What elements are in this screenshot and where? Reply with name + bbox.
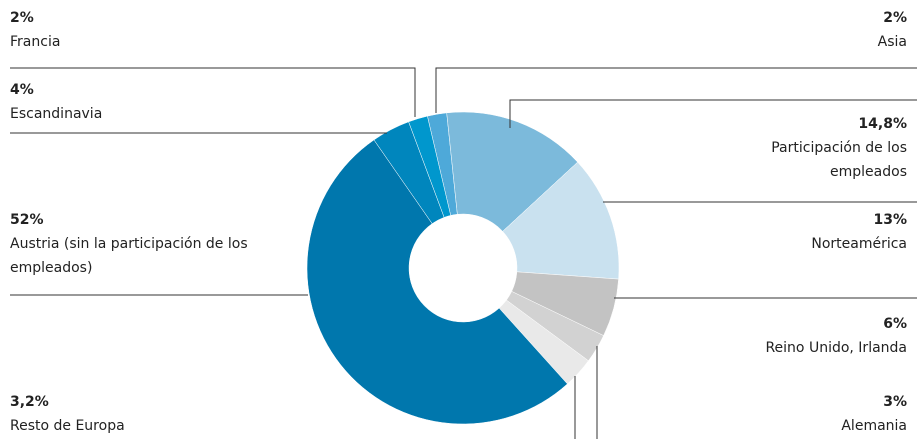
slice-label: 14,8% Participación de los empleados bbox=[757, 112, 907, 184]
category-label: Participación de los empleados bbox=[771, 140, 907, 180]
slice-label: 3,2% Resto de Europa bbox=[10, 390, 125, 438]
value-label: 2% bbox=[883, 10, 907, 26]
category-label: Reino Unido, Irlanda bbox=[765, 340, 907, 356]
value-label: 3,2% bbox=[10, 394, 49, 410]
category-label: Escandinavia bbox=[10, 106, 103, 122]
leader-line bbox=[509, 99, 917, 128]
donut-slice bbox=[306, 139, 568, 425]
slice-label: 2% Asia bbox=[878, 6, 907, 54]
value-label: 52% bbox=[10, 212, 44, 228]
slice-label: 2% Francia bbox=[10, 6, 60, 54]
category-label: Francia bbox=[10, 34, 61, 50]
category-label: Resto de Europa bbox=[10, 418, 125, 434]
donut-slice bbox=[446, 111, 578, 232]
donut-slice bbox=[408, 115, 451, 218]
value-label: 13% bbox=[873, 212, 907, 228]
category-label: Asia bbox=[877, 34, 907, 50]
value-label: 2% bbox=[10, 10, 34, 26]
leader-line bbox=[10, 67, 416, 117]
value-label: 3% bbox=[883, 394, 907, 410]
donut-slice bbox=[502, 161, 620, 280]
category-label: Austria (sin la participación de los emp… bbox=[10, 236, 248, 276]
slice-label: 4% Escandinavia bbox=[10, 78, 102, 126]
slice-label: 52% Austria (sin la participación de los … bbox=[10, 208, 280, 280]
slice-label: 6% Reino Unido, Irlanda bbox=[765, 312, 907, 360]
category-label: Alemania bbox=[841, 418, 907, 434]
slice-label: 13% Norteamérica bbox=[811, 208, 907, 256]
value-label: 14,8% bbox=[858, 116, 907, 132]
leader-line bbox=[435, 67, 917, 113]
value-label: 4% bbox=[10, 82, 34, 98]
value-label: 6% bbox=[883, 316, 907, 332]
category-label: Norteamérica bbox=[811, 236, 907, 252]
slice-label: 3% Alemania bbox=[841, 390, 907, 438]
